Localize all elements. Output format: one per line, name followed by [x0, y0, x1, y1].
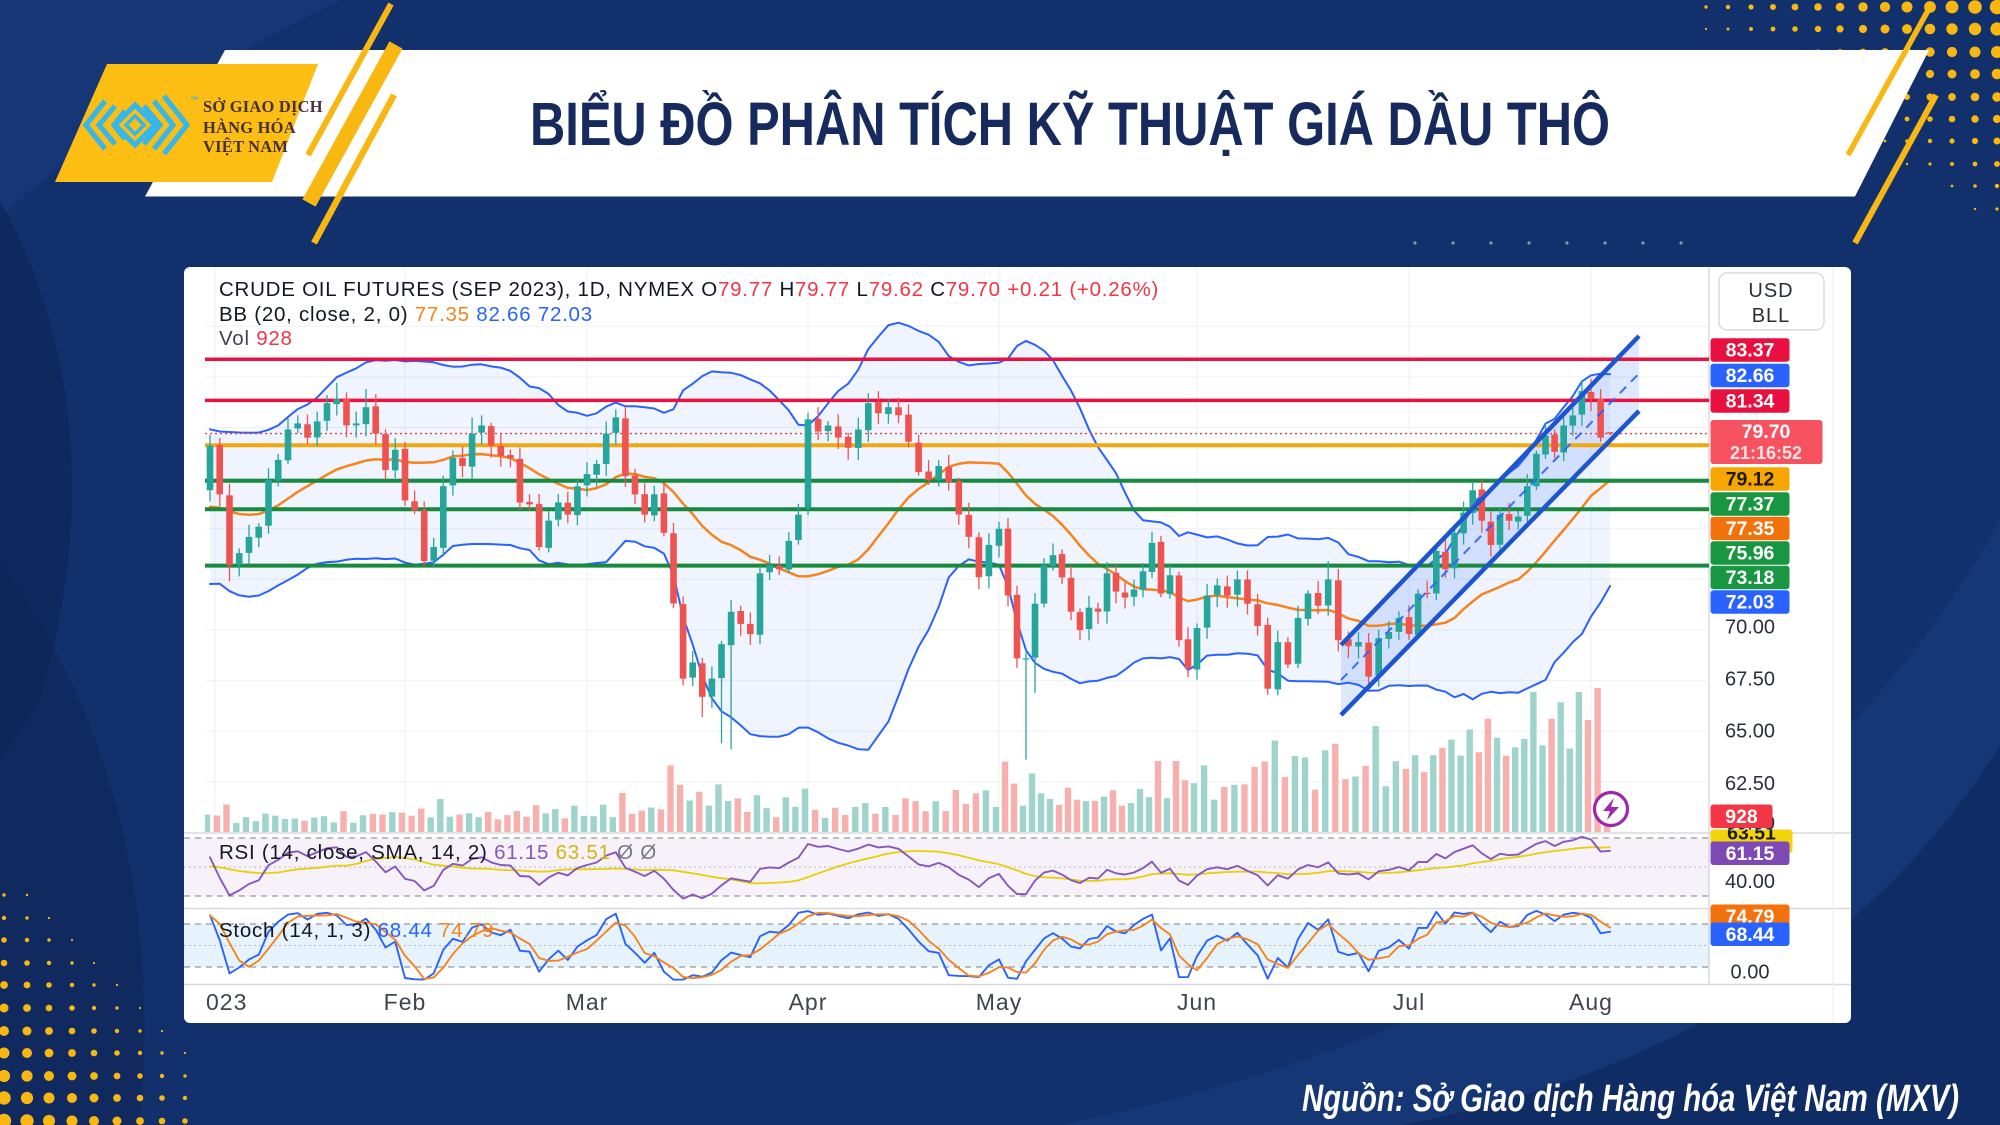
- svg-text:40.00: 40.00: [1725, 871, 1775, 893]
- svg-text:82.66: 82.66: [1726, 365, 1775, 387]
- svg-text:Feb: Feb: [384, 989, 427, 1015]
- svg-text:Aug: Aug: [1569, 989, 1613, 1015]
- svg-text:928: 928: [1725, 806, 1758, 828]
- svg-text:CRUDE OIL FUTURES (SEP 2023),: CRUDE OIL FUTURES (SEP 2023), 1D, NYMEX …: [219, 278, 1159, 301]
- svg-text:USD: USD: [1748, 280, 1793, 302]
- svg-text:61.15: 61.15: [1726, 843, 1775, 865]
- svg-text:67.50: 67.50: [1725, 669, 1775, 691]
- svg-text:75.96: 75.96: [1726, 543, 1775, 565]
- svg-text:62.50: 62.50: [1725, 773, 1775, 795]
- svg-text:BB (20, close, 2, 0) 77.35 82.: BB (20, close, 2, 0) 77.35 82.66 72.03: [219, 303, 593, 326]
- svg-text:Jun: Jun: [1177, 989, 1217, 1015]
- svg-text:BIỂU ĐỒ PHÂN TÍCH KỸ THUẬT GIÁ: BIỂU ĐỒ PHÂN TÍCH KỸ THUẬT GIÁ DẦU THÔ: [530, 90, 1610, 158]
- svg-text:63.51: 63.51: [1727, 823, 1776, 845]
- svg-text:73.18: 73.18: [1726, 567, 1775, 589]
- svg-text:77.37: 77.37: [1726, 494, 1775, 516]
- svg-text:VIỆT NAM: VIỆT NAM: [203, 137, 288, 156]
- svg-text:SỞ GIAO DỊCH: SỞ GIAO DỊCH: [203, 97, 323, 116]
- svg-text:70.00: 70.00: [1725, 617, 1775, 639]
- svg-text:21:16:52: 21:16:52: [1730, 443, 1802, 463]
- svg-text:May: May: [976, 989, 1022, 1015]
- svg-text:68.44: 68.44: [1726, 924, 1775, 946]
- svg-text:Mar: Mar: [566, 989, 609, 1015]
- svg-text:65.00: 65.00: [1725, 721, 1775, 743]
- svg-text:Jul: Jul: [1393, 989, 1425, 1015]
- svg-text:81.34: 81.34: [1726, 391, 1775, 413]
- svg-text:Vol 928: Vol 928: [219, 327, 293, 350]
- svg-text:Nguồn: Sở Giao dịch Hàng hóa V: Nguồn: Sở Giao dịch Hàng hóa Việt Nam (M…: [1302, 1078, 1959, 1120]
- svg-text:77.35: 77.35: [1726, 518, 1775, 540]
- svg-text:74.79: 74.79: [1726, 906, 1775, 928]
- svg-text:023: 023: [206, 989, 247, 1015]
- svg-text:™: ™: [190, 95, 199, 105]
- svg-text:Apr: Apr: [789, 989, 828, 1015]
- svg-text:79.70: 79.70: [1742, 421, 1791, 443]
- svg-text:83.37: 83.37: [1726, 340, 1775, 362]
- svg-text:0.00: 0.00: [1731, 962, 1770, 984]
- svg-text:72.03: 72.03: [1726, 592, 1775, 614]
- svg-text:RSI (14, close, SMA, 14, 2) 61: RSI (14, close, SMA, 14, 2) 61.15 63.51 …: [219, 841, 657, 864]
- svg-text:BLL: BLL: [1752, 305, 1791, 327]
- svg-text:HÀNG HÓA: HÀNG HÓA: [203, 118, 296, 137]
- svg-text:Stoch (14, 1, 3) 68.44 74.79: Stoch (14, 1, 3) 68.44 74.79: [219, 919, 494, 942]
- svg-text:79.12: 79.12: [1726, 469, 1775, 491]
